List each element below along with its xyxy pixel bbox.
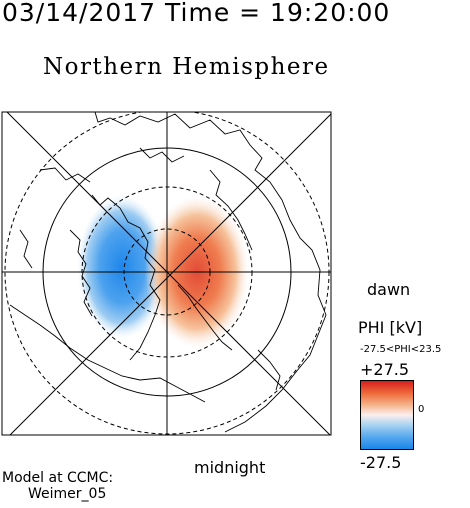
midnight-label: midnight xyxy=(194,458,266,477)
colorbar-min-label: -27.5 xyxy=(360,453,402,472)
colorbar-max-label: +27.5 xyxy=(360,360,410,379)
meridian-diagonal-2 xyxy=(9,113,331,435)
negative-potential-cell xyxy=(77,195,167,339)
colorbar-range: -27.5<PHI<23.5 xyxy=(360,344,442,355)
date-time-title: 03/14/2017 Time = 19:20:00 xyxy=(2,0,391,27)
colorbar-zero-label: 0 xyxy=(418,404,425,415)
polar-potential-map xyxy=(1,111,332,436)
dawn-label: dawn xyxy=(367,280,411,299)
model-name: Weimer_05 xyxy=(28,486,107,502)
model-label: Model at CCMC: xyxy=(2,470,114,486)
colorbar xyxy=(360,380,414,450)
hemisphere-title: Northern Hemisphere xyxy=(43,54,330,80)
colorbar-title: PHI [kV] xyxy=(358,318,423,337)
coastlines xyxy=(9,112,327,433)
